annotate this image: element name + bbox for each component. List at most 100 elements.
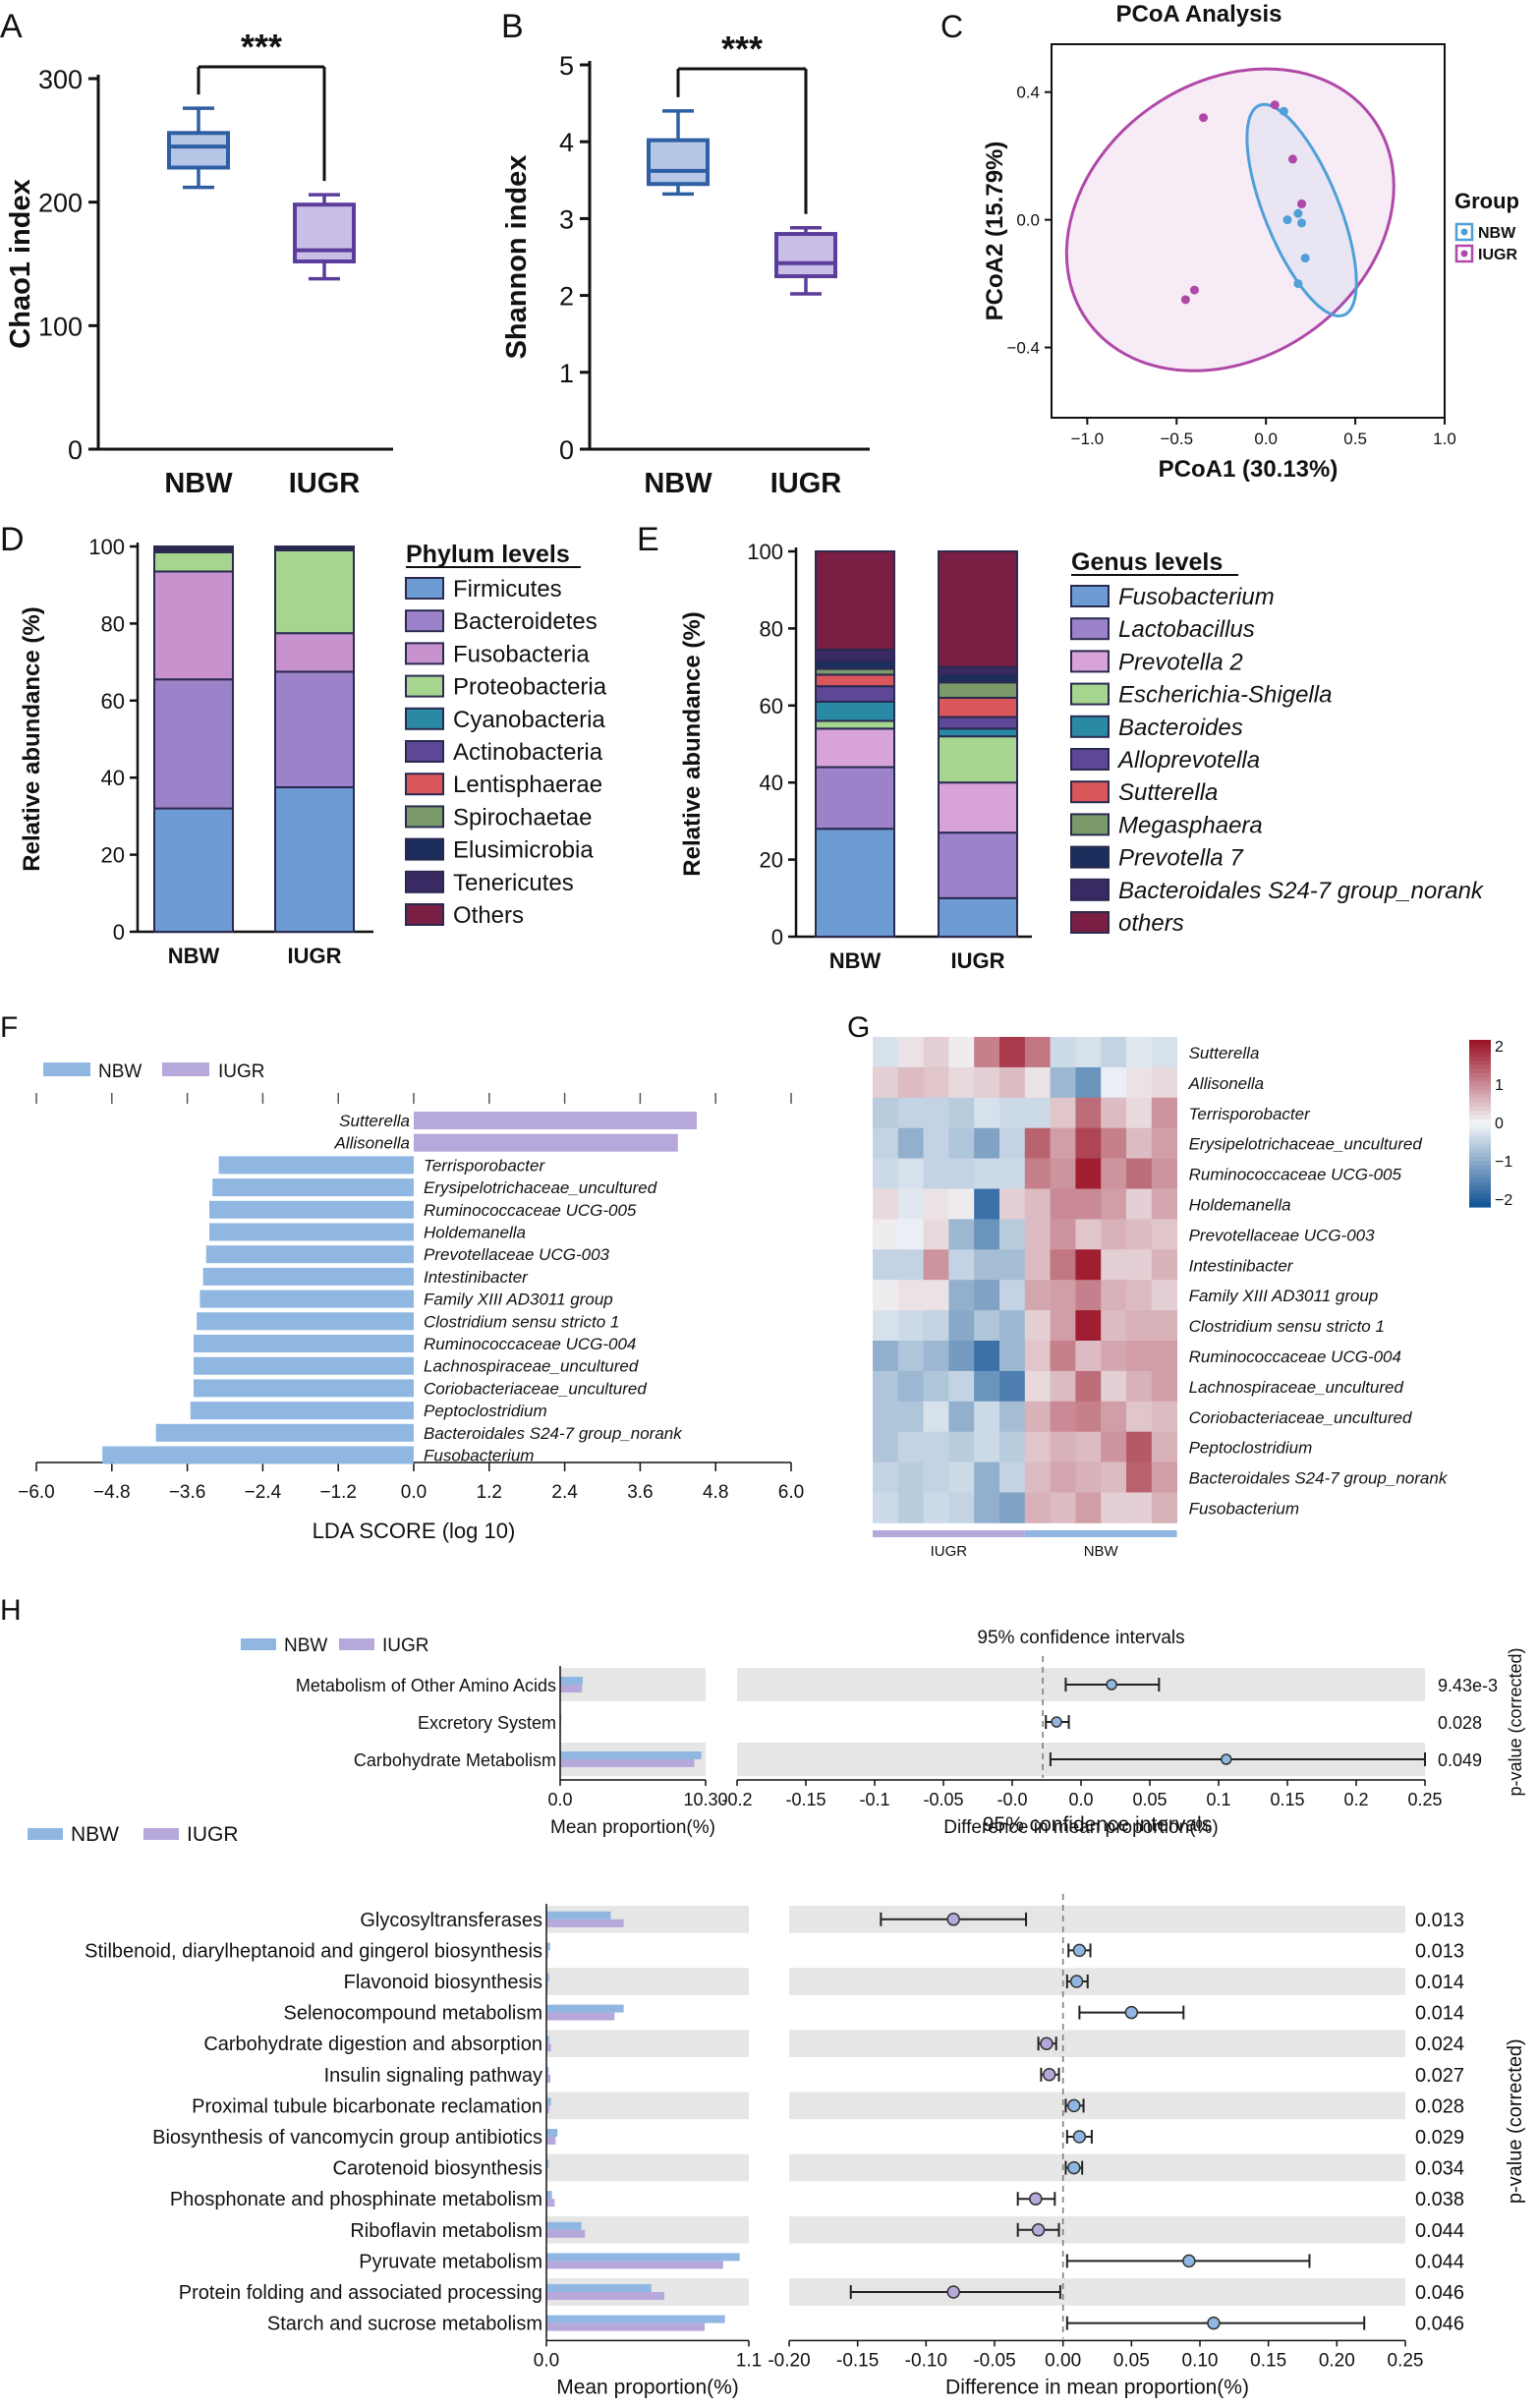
legend-label: Cyanobacteria (453, 707, 605, 733)
legend-dot (1460, 250, 1468, 258)
panel-letter: G (847, 1011, 870, 1044)
y-axis-label: Chao1 index (5, 179, 36, 348)
point-nbw (1279, 106, 1288, 116)
heatmap-cell (1050, 1492, 1076, 1523)
colorbar-step (1469, 1144, 1491, 1150)
bar-segment (938, 716, 1018, 730)
row-label: Allisonella (1188, 1074, 1265, 1093)
heatmap-cell (948, 1280, 975, 1311)
lda-bar-nbw (212, 1178, 414, 1197)
iqr-box (647, 138, 710, 187)
colorbar-step (1469, 1127, 1491, 1133)
error-bar-panel-H2: NBW IUGR 95% confidence intervals Glycosylt… (28, 1813, 1526, 2398)
heatmap-cell (897, 1188, 924, 1220)
colorbar-step (1469, 1040, 1491, 1045)
x-tick-label: −1.2 (319, 1482, 357, 1503)
mean-axis-label: Mean proportion(%) (550, 1817, 715, 1838)
mean-bar-nbw (546, 2066, 549, 2075)
ci-title: 95% confidence intervals (983, 1813, 1212, 1836)
colorbar-step (1469, 1111, 1491, 1117)
heatmap-cell (948, 1188, 975, 1220)
legend-title: Genus levels (1071, 548, 1223, 576)
heatmap-panel: G Sutterella Allisonella Terrisporobacter Er… (847, 1011, 1512, 1560)
colorbar-step (1469, 1169, 1491, 1175)
legend-label: IUGR (187, 1823, 239, 1846)
bar-segment (938, 696, 1018, 718)
boxplot-panel-B: B 0 1 2 3 4 5 Shannon index NBW IUGR *** (501, 8, 870, 499)
heatmap-cell (974, 1310, 1000, 1342)
p-value: 0.013 (1415, 1910, 1464, 1931)
colorbar-step (1469, 1094, 1491, 1100)
bar-segment (815, 648, 895, 662)
colorbar-step (1469, 1177, 1491, 1183)
x-tick-label: 0.2 (1343, 1790, 1368, 1809)
effect-point (1067, 2160, 1081, 2175)
heatmap-cell (873, 1341, 899, 1372)
stacked-bar-panel-E: E 0 20 40 60 80 100 Relative abundance (%) NBW IU… (637, 521, 1485, 973)
colorbar-step (1469, 1081, 1491, 1087)
x-tick-label: 1.1 (736, 2350, 762, 2371)
row-label: Sutterella (1189, 1044, 1260, 1062)
heatmap-cell (1101, 1370, 1127, 1403)
x-tick-label: 0.15 (1270, 1790, 1304, 1809)
bar-label: Allisonella (333, 1134, 410, 1153)
heatmap-cell (897, 1492, 924, 1523)
x-tick-label: −4.8 (93, 1482, 131, 1503)
legend-swatch (1070, 780, 1110, 804)
y-tick-label: 20 (760, 848, 783, 873)
row-label: Erysipelotrichaceae_uncultured (1189, 1135, 1423, 1154)
p-value: 0.046 (1415, 2314, 1464, 2335)
mean-bar-iugr (546, 2105, 549, 2114)
mean-bar-nbw (546, 1911, 611, 1920)
colorbar-step (1469, 1115, 1491, 1120)
heatmap-cell (873, 1127, 899, 1159)
legend-swatch (1070, 617, 1110, 641)
bar-segment (815, 685, 895, 703)
bar-segment (938, 781, 1018, 834)
heatmap-cell (974, 1462, 1000, 1493)
row-label: Carbohydrate digestion and absorption (203, 2034, 542, 2055)
lda-bar-nbw (194, 1379, 414, 1398)
bar-label: Ruminococcaceae UCG-005 (424, 1201, 637, 1220)
heatmap-cell (999, 1370, 1026, 1403)
heatmap-cell (1075, 1492, 1102, 1523)
legend-swatch (1070, 748, 1110, 771)
legend-label: NBW (1478, 225, 1516, 242)
heatmap-cell (1024, 1310, 1051, 1342)
colorbar-step (1469, 1073, 1491, 1078)
lda-bar-nbw (190, 1402, 414, 1420)
x-tick-label: NBW (644, 468, 712, 499)
heatmap-cell (974, 1127, 1000, 1159)
p-value: 0.044 (1415, 2220, 1464, 2242)
p-value: 0.028 (1438, 1713, 1482, 1733)
heatmap-cell (1075, 1249, 1102, 1281)
heatmap-cell (974, 1249, 1000, 1281)
mean-bar-iugr (546, 2322, 706, 2331)
heatmap-cell (948, 1249, 975, 1281)
x-tick-label: 0.25 (1407, 1790, 1442, 1809)
mean-bar-iugr (546, 2043, 551, 2052)
heatmap-cell (948, 1492, 975, 1523)
point-nbw (1297, 218, 1307, 228)
legend-label: NBW (284, 1635, 327, 1656)
legend-swatch-iugr (1454, 244, 1474, 263)
heatmap-cell (897, 1066, 924, 1099)
y-tick-label: −0.4 (1006, 339, 1040, 358)
y-tick-label: 3 (559, 204, 574, 234)
heatmap-cell (1050, 1066, 1076, 1099)
row-label: Clostridium sensu stricto 1 (1189, 1317, 1385, 1336)
x-tick-label: -0.15 (836, 2350, 879, 2371)
heatmap-cell (897, 1310, 924, 1342)
confidence-ellipse-iugr (1064, 67, 1396, 373)
heatmap-cell (897, 1158, 924, 1189)
heatmap-cell (1151, 1158, 1177, 1189)
heatmap-cell (873, 1097, 899, 1129)
heatmap-cell (948, 1462, 975, 1493)
heatmap-cell (999, 1280, 1026, 1311)
heatmap-cell (1126, 1127, 1153, 1159)
bar-label: Ruminococcaceae UCG-004 (424, 1335, 636, 1353)
row-band (789, 2030, 1405, 2057)
legend-label: Sutterella (1118, 779, 1218, 806)
x-tick-label: 0.0 (547, 1790, 572, 1809)
heatmap-cell (873, 1280, 899, 1311)
